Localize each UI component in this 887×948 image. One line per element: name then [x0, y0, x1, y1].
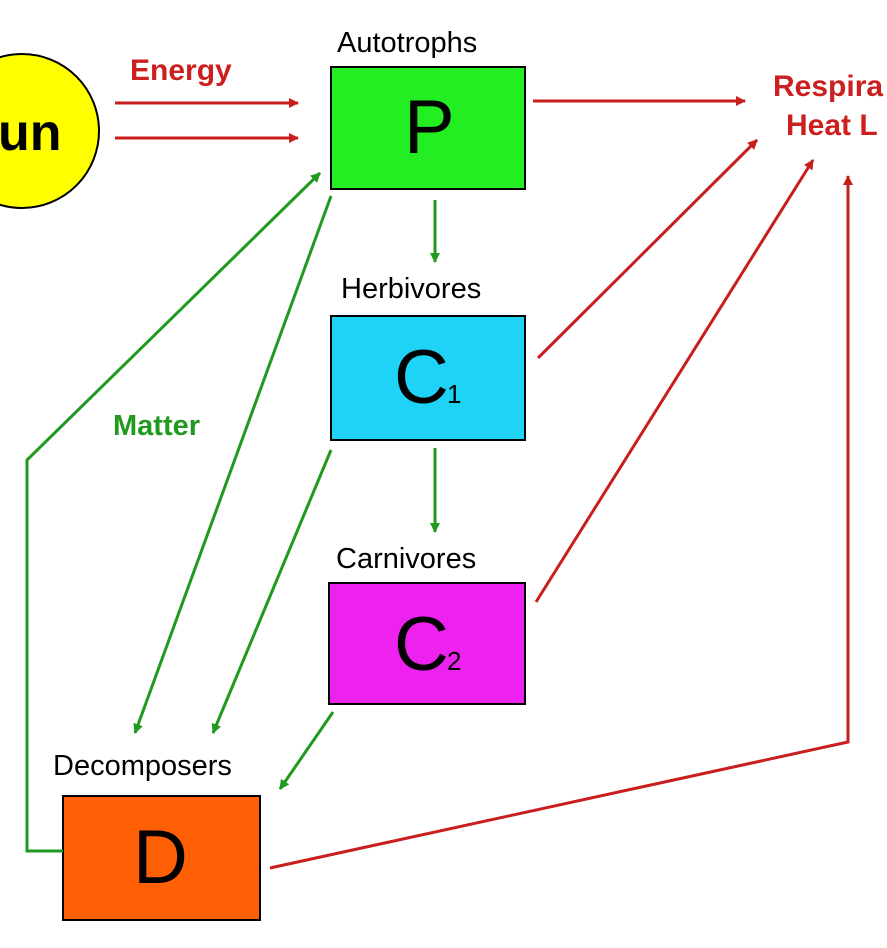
energy-arrows [115, 98, 299, 143]
carnivores-box: C 2 [328, 582, 526, 705]
autotrophs-letter: P [404, 85, 455, 170]
carnivores-letter: C [394, 602, 449, 687]
matter-arrow-d-to-p [25, 171, 322, 853]
respiration-arrow-carnivores [534, 159, 815, 603]
respiration-arrow-herbivores [536, 138, 759, 360]
energy-label: Energy [130, 54, 232, 87]
respiration-label-line1: Respira [773, 70, 883, 103]
decomposers-letter: D [133, 815, 188, 900]
matter-arrow-p-to-d [133, 195, 333, 734]
sun-circle [0, 53, 100, 209]
respiration-arrows [269, 96, 853, 870]
matter-arrow-c2-to-d [278, 711, 335, 790]
herbivores-subscript: 1 [447, 379, 461, 409]
carnivores-subscript: 2 [447, 646, 461, 676]
herbivores-box: C 1 [330, 315, 526, 441]
autotrophs-title: Autotrophs [337, 27, 477, 59]
respiration-heat-loss-label: Respira Heat L [773, 70, 883, 142]
autotrophs-box: P [330, 66, 526, 190]
decomposers-title: Decomposers [53, 750, 232, 782]
matter-label: Matter [113, 410, 200, 442]
matter-arrows [25, 171, 440, 853]
herbivores-title: Herbivores [341, 273, 481, 305]
carnivores-title: Carnivores [336, 543, 476, 575]
respiration-arrow-decomposers [269, 175, 853, 870]
herbivores-letter: C [394, 335, 449, 420]
sun: un [0, 53, 100, 209]
respiration-label-line2: Heat L [786, 109, 878, 142]
matter-arrow-c1-to-d [211, 449, 333, 734]
decomposers-box: D [62, 795, 261, 921]
sun-label: un [0, 104, 62, 162]
